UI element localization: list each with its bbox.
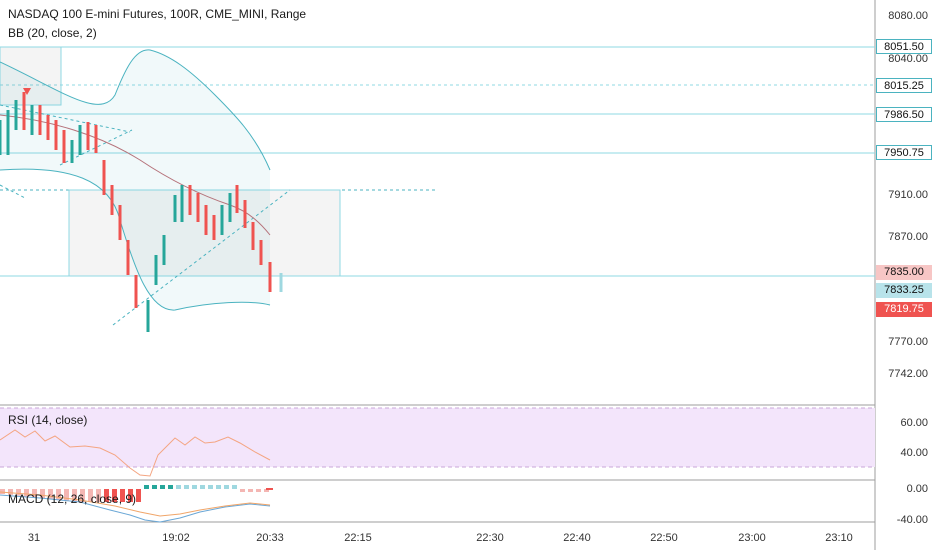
macd-histogram-bar — [248, 489, 253, 492]
macd-histogram-bar — [144, 485, 149, 489]
macd-histogram-bar — [200, 485, 205, 489]
macd-histogram-bar — [56, 489, 61, 500]
macd-histogram-bar — [64, 489, 69, 501]
time-label: 20:33 — [256, 532, 284, 544]
rsi-band-fill — [0, 408, 875, 467]
rsi-series — [0, 429, 271, 477]
macd-histogram-bar — [80, 489, 85, 502]
rsi-axis-label: 40.00 — [900, 447, 928, 459]
range-bars — [0, 88, 283, 332]
macd-histogram-bar — [152, 485, 157, 489]
macd-histogram-bar — [176, 485, 181, 489]
macd-histogram-bar — [256, 489, 261, 492]
indicator-legend-bb[interactable]: BB (20, close, 2) — [8, 26, 97, 40]
time-label: 22:40 — [563, 532, 591, 544]
macd-histogram-bar — [128, 489, 133, 502]
chart-title: NASDAQ 100 E-mini Futures, 100R, CME_MIN… — [8, 7, 307, 21]
signal-marker-icon — [23, 88, 31, 95]
bollinger-basis — [0, 114, 271, 236]
rsi-line — [0, 429, 271, 477]
price-tag-level[interactable]: 8015.25 — [876, 78, 932, 93]
macd-histogram-bar — [184, 485, 189, 489]
macd-histogram-bar — [208, 485, 213, 489]
macd-histogram-bar — [168, 485, 173, 489]
price-tag-current[interactable]: 7819.75 — [876, 302, 932, 317]
macd-histogram-bar — [160, 485, 165, 489]
price-tag-alert[interactable]: 7835.00 — [876, 265, 932, 280]
macd-histogram-bar — [240, 489, 245, 492]
bollinger-bands — [0, 49, 271, 311]
time-label: 23:00 — [738, 532, 766, 544]
time-label: 19:02 — [162, 532, 190, 544]
price-label: 8040.00 — [888, 53, 928, 65]
price-label: 7910.00 — [888, 189, 928, 201]
time-label: 31 — [27, 532, 41, 544]
macd-histogram-bar — [8, 489, 13, 495]
macd-histogram-bar — [88, 489, 93, 502]
macd-histogram-bar — [224, 485, 229, 489]
macd-histogram-bar — [104, 489, 109, 502]
macd-histogram-bar — [0, 489, 5, 494]
macd-signal-line — [0, 491, 271, 517]
macd-histogram-bar — [40, 489, 45, 498]
macd-histogram-bar — [216, 485, 221, 489]
macd-histogram-bar — [16, 489, 21, 496]
macd-histogram-bar — [96, 489, 101, 502]
macd-axis-label: 0.00 — [906, 483, 928, 495]
time-label: 22:50 — [650, 532, 678, 544]
bollinger-lower-band — [0, 168, 271, 311]
macd-series — [0, 485, 273, 523]
time-label: 22:30 — [476, 532, 504, 544]
macd-histogram-bar — [24, 489, 29, 497]
macd-histogram-bar — [72, 489, 77, 502]
price-tag-level[interactable]: 7950.75 — [876, 145, 932, 160]
trend-line — [0, 184, 26, 199]
indicator-legend-macd[interactable]: MACD (12, 26, close, 9) — [8, 492, 137, 506]
macd-histogram-bar — [232, 485, 237, 489]
price-label: 7770.00 — [888, 336, 928, 348]
indicator-legend-rsi[interactable]: RSI (14, close) — [8, 413, 88, 427]
time-label: 22:15 — [344, 532, 372, 544]
price-label: 7870.00 — [888, 231, 928, 243]
macd-histogram-bar — [112, 489, 117, 502]
macd-histogram-bar — [192, 485, 197, 489]
macd-histogram-bar — [264, 489, 269, 492]
macd-histogram-bar — [48, 489, 53, 499]
bollinger-upper-band — [0, 49, 271, 171]
price-tag-level[interactable]: 8051.50 — [876, 39, 932, 54]
price-label: 8080.00 — [888, 10, 928, 22]
macd-axis-label: -40.00 — [896, 514, 928, 526]
price-tag-level[interactable]: 7986.50 — [876, 107, 932, 122]
trend-line — [112, 189, 291, 326]
price-label: 7742.00 — [888, 368, 928, 380]
price-tag-last[interactable]: 7833.25 — [876, 283, 932, 298]
macd-histogram-bar — [32, 489, 37, 498]
macd-histogram-bar — [136, 489, 141, 502]
macd-line — [0, 494, 271, 523]
trend-line — [0, 104, 131, 133]
time-label: 23:10 — [825, 532, 853, 544]
macd-histogram-bar — [120, 489, 125, 502]
bollinger-band-fill — [0, 49, 270, 311]
rsi-axis-label: 60.00 — [900, 417, 928, 429]
